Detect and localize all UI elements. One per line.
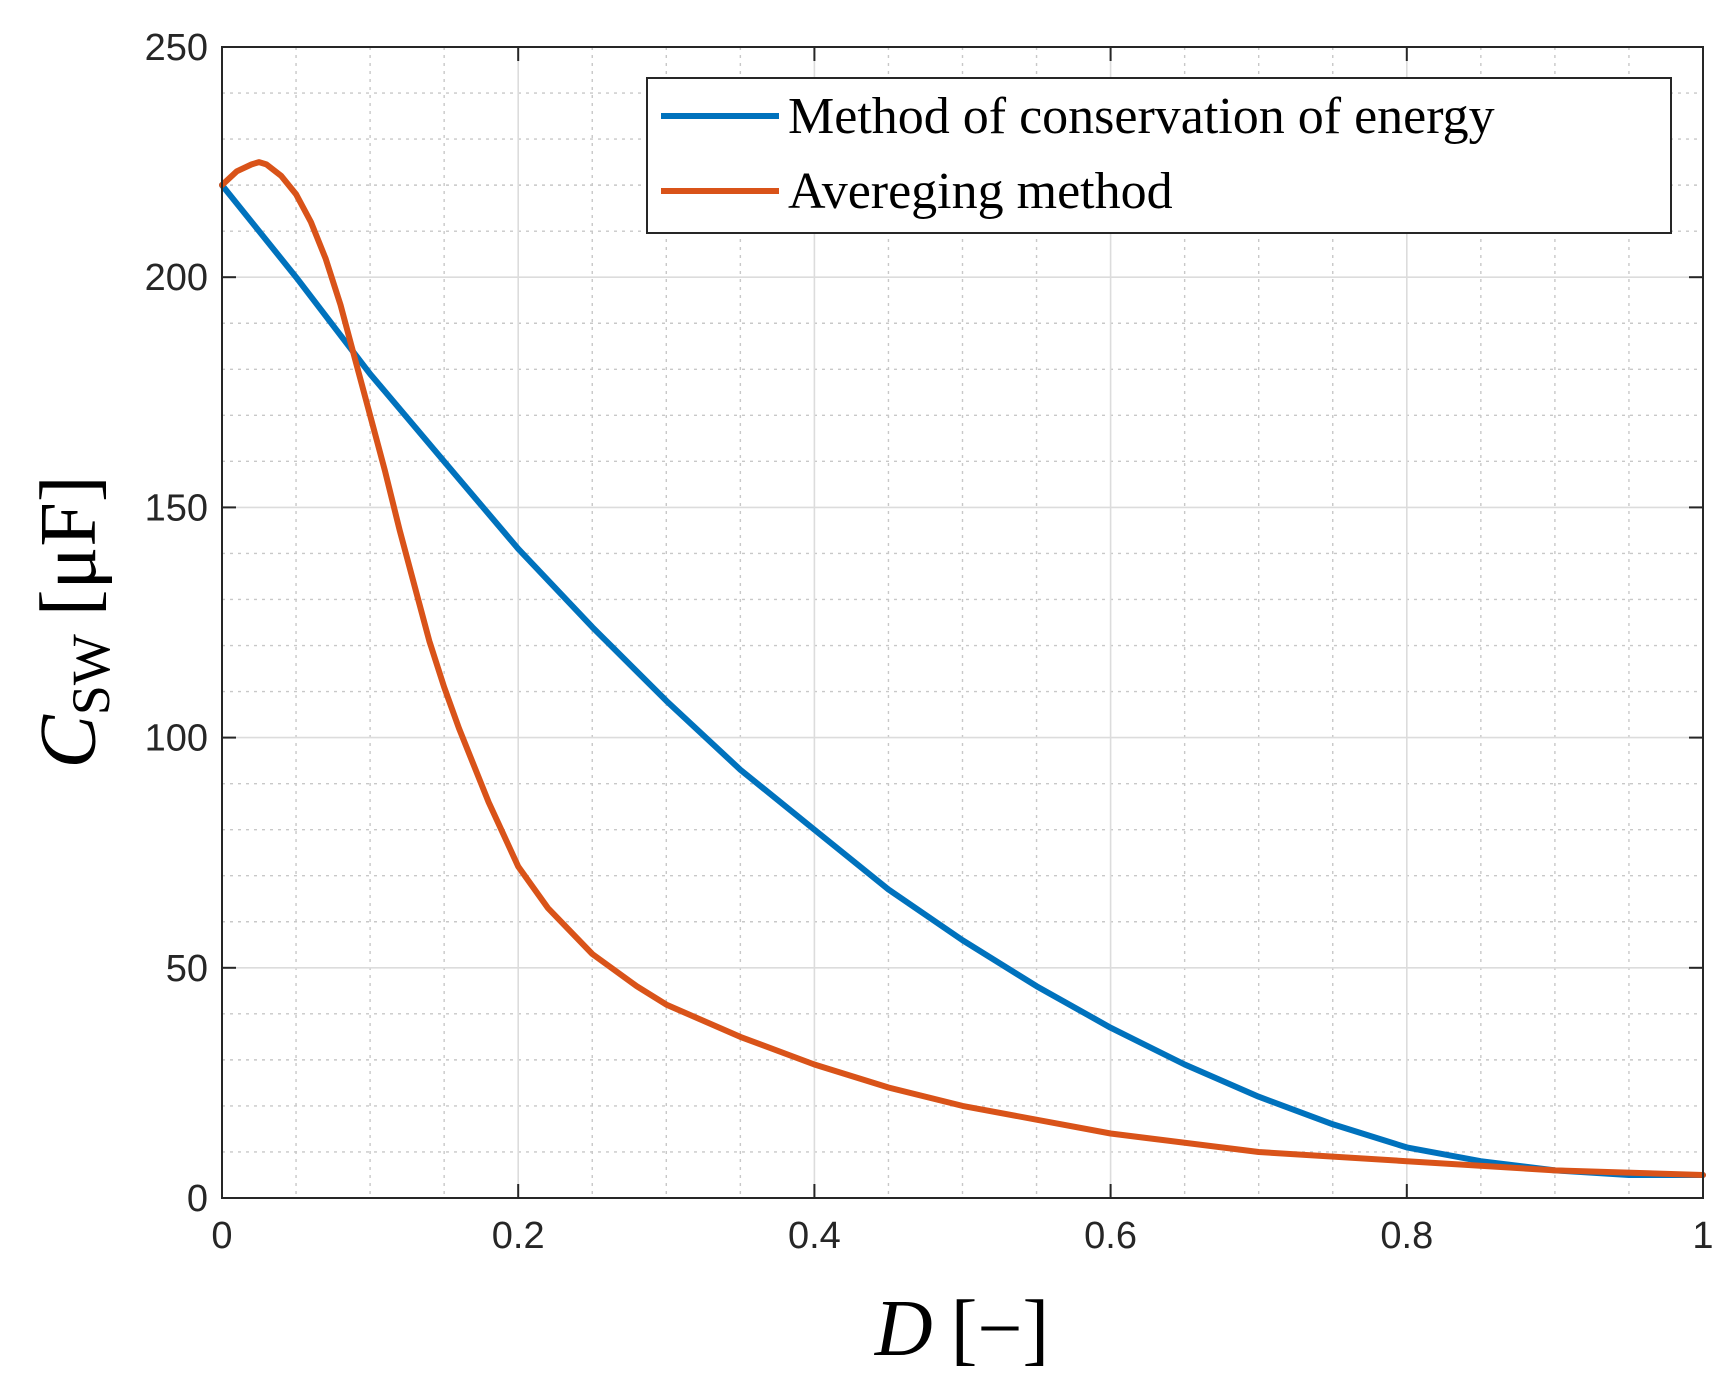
- legend: Method of conservation of energy Averegi…: [646, 77, 1672, 234]
- y-axis-label-sub: SW: [61, 634, 121, 715]
- y-tick-label: 100: [145, 718, 208, 760]
- x-axis-label: D [−]: [874, 1285, 1049, 1373]
- x-tick-label: 0: [211, 1215, 232, 1257]
- series-layer: [219, 159, 1706, 1178]
- y-tick-labels: 0 50 100 150 200 250: [145, 27, 208, 1220]
- legend-box: [646, 77, 1672, 234]
- x-axis-label-main: D: [874, 1285, 933, 1373]
- y-axis-label-unit: [μF]: [25, 475, 113, 616]
- x-axis-label-unit: [−]: [951, 1285, 1049, 1373]
- series-line-energy: [219, 182, 1706, 1178]
- y-axis-label: CSW [μF]: [25, 475, 121, 768]
- y-tick-label: 150: [145, 487, 208, 529]
- plot-frame: [221, 46, 1704, 1199]
- y-tick-label: 0: [187, 1178, 208, 1220]
- x-tick-label: 0.4: [788, 1215, 841, 1257]
- x-tick-label: 1: [1692, 1215, 1713, 1257]
- x-tick-label: 0.6: [1084, 1215, 1137, 1257]
- series-line-averaging: [219, 159, 1706, 1178]
- x-tick-label: 0.2: [492, 1215, 545, 1257]
- y-tick-label: 250: [145, 27, 208, 69]
- y-tick-label: 200: [145, 257, 208, 299]
- x-tick-labels: 0 0.2 0.4 0.6 0.8 1: [211, 1215, 1713, 1257]
- plot-area: [222, 47, 1703, 1198]
- legend-label-energy: Method of conservation of energy: [788, 88, 1495, 145]
- tick-marks: [221, 46, 1704, 1199]
- y-axis-label-group: CSW [μF]: [25, 475, 121, 768]
- y-axis-label-main: C: [25, 714, 113, 769]
- y-tick-label: 50: [166, 948, 208, 990]
- legend-label-averaging: Avereging method: [788, 163, 1173, 220]
- x-tick-label: 0.8: [1380, 1215, 1433, 1257]
